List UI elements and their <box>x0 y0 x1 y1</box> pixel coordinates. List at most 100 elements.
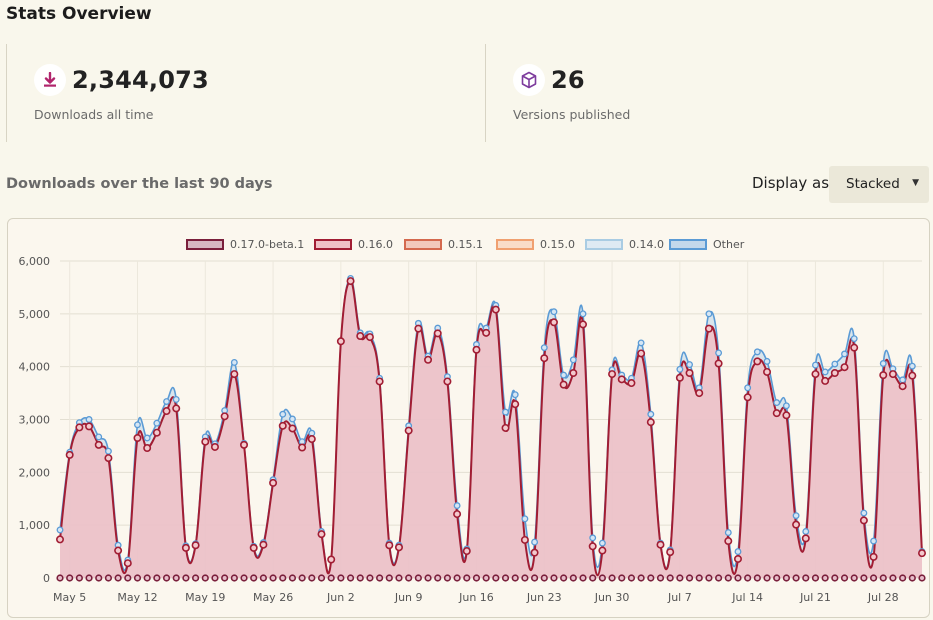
data-point-baseline <box>753 574 761 582</box>
data-point-0-16-0 <box>627 379 636 388</box>
data-point-0-16-0 <box>685 369 694 378</box>
data-point-other <box>734 548 742 556</box>
legend-swatch <box>314 238 352 250</box>
data-point-baseline <box>918 574 926 582</box>
package-icon-circle <box>513 64 545 96</box>
data-point-other <box>550 308 558 316</box>
data-point-0-16-0 <box>462 547 471 556</box>
data-point-baseline <box>405 574 413 582</box>
data-point-0-16-0 <box>520 535 529 544</box>
data-point-baseline <box>298 574 306 582</box>
data-point-baseline <box>434 574 442 582</box>
data-point-other <box>531 538 539 546</box>
x-tick-label: Jun 30 <box>594 591 630 604</box>
data-point-baseline <box>579 574 587 582</box>
data-point-0-16-0 <box>588 542 597 551</box>
download-icon <box>44 72 56 87</box>
data-point-0-16-0 <box>559 380 568 389</box>
data-point-0-16-0 <box>608 370 617 379</box>
data-point-baseline <box>569 574 577 582</box>
data-point-baseline <box>782 574 791 582</box>
data-point-0-16-0 <box>85 422 94 431</box>
data-point-baseline <box>182 574 190 582</box>
stat-downloads: 2,344,073 Downloads all time <box>6 44 477 142</box>
y-tick-label: 2,000 <box>19 466 51 479</box>
data-point-0-16-0 <box>792 520 801 529</box>
y-tick-label: 0 <box>43 572 50 585</box>
stat-versions: 26 Versions published <box>485 44 926 142</box>
data-point-baseline <box>133 574 142 582</box>
data-point-other <box>172 395 180 403</box>
display-mode-select[interactable]: Stacked ▼ <box>829 166 929 203</box>
data-point-other <box>279 410 287 418</box>
legend-label: 0.15.1 <box>448 237 483 251</box>
data-point-other <box>715 349 723 357</box>
versions-published-value: 26 <box>551 66 585 94</box>
data-point-0-16-0 <box>801 534 810 543</box>
data-point-baseline <box>560 574 568 582</box>
data-point-other <box>782 402 790 410</box>
data-point-0-16-0 <box>123 559 132 568</box>
data-point-other <box>502 408 509 416</box>
data-point-0-16-0 <box>772 409 781 418</box>
data-point-0-16-0 <box>704 324 713 333</box>
data-point-baseline <box>472 574 481 582</box>
data-point-baseline <box>240 574 248 582</box>
data-point-0-16-0 <box>908 371 917 380</box>
data-point-baseline <box>337 574 345 582</box>
data-point-baseline <box>550 574 558 582</box>
data-point-0-16-0 <box>656 540 665 549</box>
data-point-baseline <box>869 574 878 582</box>
data-point-baseline <box>376 574 384 582</box>
data-point-0-16-0 <box>259 540 268 549</box>
data-point-other <box>589 534 597 542</box>
data-point-other <box>288 415 296 423</box>
data-point-baseline <box>501 574 510 582</box>
data-point-baseline <box>715 574 723 582</box>
legend-item[interactable]: 0.15.1 <box>404 236 483 252</box>
data-point-baseline <box>724 574 732 582</box>
data-point-0-16-0 <box>453 510 462 519</box>
data-point-other <box>850 335 858 343</box>
versions-published-label: Versions published <box>513 107 631 122</box>
legend-item[interactable]: 0.16.0 <box>314 236 393 252</box>
data-point-other <box>860 509 868 517</box>
legend-label: 0.15.0 <box>540 237 575 251</box>
data-point-baseline <box>308 574 316 582</box>
data-point-baseline <box>705 574 713 582</box>
x-tick-label: May 12 <box>117 591 157 604</box>
data-point-baseline <box>327 574 335 582</box>
y-tick-label: 5,000 <box>19 308 51 321</box>
legend-item[interactable]: Other <box>669 236 744 252</box>
legend-item[interactable]: 0.14.0 <box>585 236 664 252</box>
data-point-baseline <box>279 574 287 582</box>
data-point-baseline <box>250 574 258 582</box>
series-0-16-0-area <box>60 281 922 578</box>
legend-swatch <box>186 238 224 250</box>
data-point-baseline <box>85 574 93 582</box>
data-point-baseline <box>889 574 897 582</box>
data-point-0-16-0 <box>549 318 558 327</box>
data-point-baseline <box>860 574 868 582</box>
x-tick-label: May 5 <box>53 591 86 604</box>
data-point-other <box>879 360 887 367</box>
data-point-0-16-0 <box>191 541 200 550</box>
data-point-other <box>521 515 529 523</box>
data-point-baseline <box>773 574 781 582</box>
legend-item[interactable]: 0.17.0-beta.1 <box>186 236 304 252</box>
data-point-baseline <box>221 574 229 582</box>
data-point-baseline <box>104 574 113 582</box>
data-point-baseline <box>666 574 674 582</box>
data-point-0-16-0 <box>424 355 433 364</box>
data-point-baseline <box>356 574 364 582</box>
data-point-baseline <box>598 574 606 582</box>
data-point-other <box>705 310 713 318</box>
display-as-label: Display as <box>752 174 830 192</box>
data-point-baseline <box>492 574 500 582</box>
data-point-other <box>802 528 810 535</box>
legend-item[interactable]: 0.15.0 <box>496 236 575 252</box>
download-icon-circle <box>34 64 66 96</box>
x-tick-label: Jun 9 <box>394 591 423 604</box>
data-point-0-16-0 <box>114 546 123 555</box>
x-tick-label: May 26 <box>253 591 293 604</box>
